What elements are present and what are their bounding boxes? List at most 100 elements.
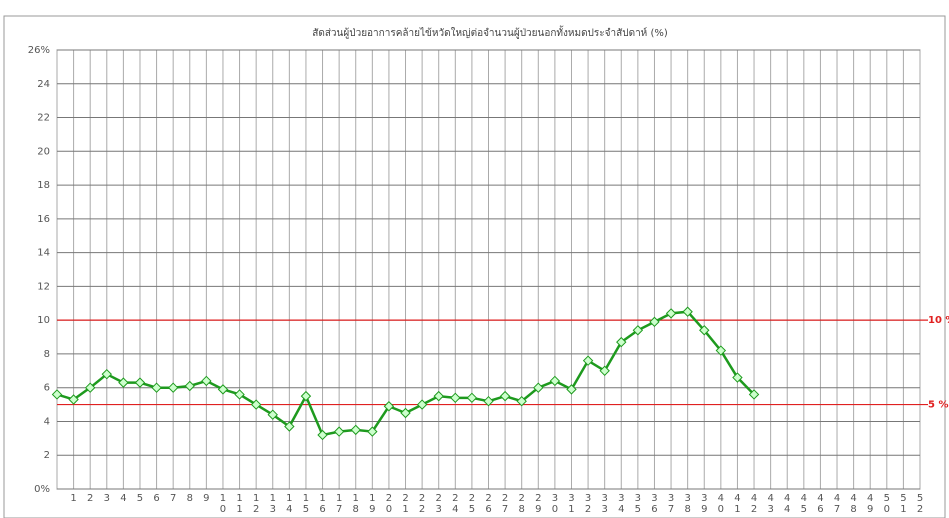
x-tick-char: 9 bbox=[867, 504, 873, 515]
data-point bbox=[616, 336, 627, 348]
data-point bbox=[234, 389, 245, 400]
y-tick-label: 10 bbox=[37, 315, 50, 326]
x-tick-char: 1 bbox=[70, 493, 76, 504]
x-tick-char: 8 bbox=[187, 493, 193, 504]
x-tick-char: 3 bbox=[668, 493, 674, 504]
x-tick-char: 4 bbox=[734, 493, 740, 504]
x-tick-char: 3 bbox=[767, 504, 773, 515]
data-point bbox=[599, 365, 610, 377]
x-tick-label: 6 bbox=[153, 493, 159, 504]
x-tick-char: 4 bbox=[867, 493, 873, 504]
x-tick-char: 8 bbox=[353, 504, 359, 515]
data-point bbox=[184, 380, 195, 392]
x-tick-char: 4 bbox=[817, 493, 823, 504]
x-tick-char: 7 bbox=[170, 493, 176, 504]
data-point bbox=[201, 375, 212, 387]
data-point bbox=[151, 382, 162, 393]
x-tick-char: 2 bbox=[386, 493, 392, 504]
x-tick-char: 5 bbox=[303, 504, 309, 515]
x-tick-label: 4 bbox=[120, 493, 126, 504]
x-tick-char: 2 bbox=[469, 493, 475, 504]
x-tick-char: 2 bbox=[419, 493, 425, 504]
x-tick-char: 2 bbox=[751, 504, 757, 515]
x-tick-char: 3 bbox=[552, 493, 558, 504]
data-point bbox=[466, 392, 478, 404]
data-point bbox=[748, 389, 760, 400]
x-tick-label: 7 bbox=[170, 493, 176, 504]
y-tick-label: 24 bbox=[37, 79, 50, 90]
data-point bbox=[350, 424, 361, 436]
y-tick-label: 18 bbox=[37, 180, 50, 191]
x-tick-char: 2 bbox=[419, 504, 425, 515]
x-tick-char: 2 bbox=[436, 493, 442, 504]
x-tick-char: 6 bbox=[319, 504, 325, 515]
x-tick-char: 3 bbox=[618, 493, 624, 504]
x-tick-label: 2 bbox=[87, 493, 93, 504]
data-point bbox=[68, 394, 79, 405]
x-tick-char: 1 bbox=[236, 504, 242, 515]
data-point bbox=[333, 426, 345, 437]
x-tick-char: 5 bbox=[900, 493, 906, 504]
x-tick-char: 2 bbox=[452, 493, 458, 504]
data-point bbox=[367, 426, 378, 437]
data-point bbox=[217, 384, 229, 395]
x-tick-char: 2 bbox=[502, 493, 508, 504]
x-tick-char: 4 bbox=[452, 504, 458, 515]
x-tick-char: 0 bbox=[884, 504, 890, 515]
x-tick-char: 7 bbox=[502, 504, 508, 515]
x-tick-char: 0 bbox=[552, 504, 558, 515]
x-tick-char: 4 bbox=[767, 493, 773, 504]
x-tick-char: 1 bbox=[568, 504, 574, 515]
x-tick-char: 6 bbox=[651, 504, 657, 515]
y-tick-label: 22 bbox=[37, 113, 50, 124]
x-tick-char: 5 bbox=[801, 504, 807, 515]
data-point bbox=[284, 421, 295, 432]
data-point bbox=[84, 382, 96, 393]
x-tick-char: 3 bbox=[601, 493, 607, 504]
x-tick-label: 3 bbox=[104, 493, 110, 504]
x-tick-char: 9 bbox=[535, 504, 541, 515]
x-tick-char: 2 bbox=[585, 504, 591, 515]
y-tick-label: 12 bbox=[37, 281, 50, 292]
x-tick-char: 4 bbox=[784, 493, 790, 504]
data-point bbox=[400, 407, 411, 419]
x-tick-char: 1 bbox=[353, 493, 359, 504]
data-point bbox=[499, 390, 511, 402]
x-tick-char: 1 bbox=[402, 504, 408, 515]
x-tick-char: 2 bbox=[253, 504, 259, 515]
x-tick-char: 4 bbox=[751, 493, 757, 504]
chart-title: สัดส่วนผู้ป่วยอาการคล้ายไข้หวัดใหญ่ต่อจำ… bbox=[312, 25, 668, 39]
data-point bbox=[732, 372, 743, 383]
data-point bbox=[167, 382, 179, 393]
x-tick-char: 3 bbox=[436, 504, 442, 515]
x-tick-char: 4 bbox=[286, 504, 292, 515]
data-point bbox=[699, 325, 710, 336]
x-tick-char: 5 bbox=[917, 493, 923, 504]
x-tick-char: 9 bbox=[369, 504, 375, 515]
x-tick-char: 2 bbox=[519, 493, 525, 504]
x-tick-char: 5 bbox=[635, 504, 641, 515]
x-tick-char: 1 bbox=[336, 493, 342, 504]
x-tick-char: 3 bbox=[635, 493, 641, 504]
x-tick-char: 2 bbox=[402, 493, 408, 504]
y-tick-label: 26% bbox=[28, 45, 50, 56]
